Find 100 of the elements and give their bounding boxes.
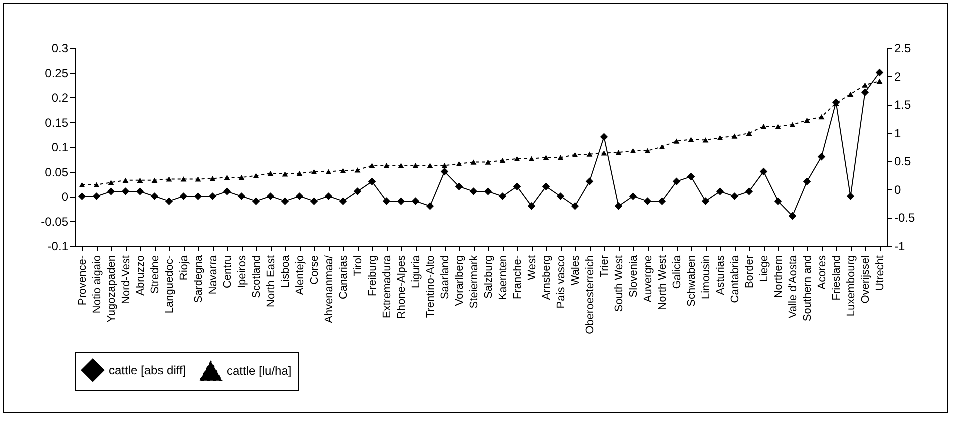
x-tick-label: North East bbox=[265, 256, 278, 308]
x-tick-label: Pais vasco bbox=[555, 256, 568, 309]
point bbox=[354, 188, 362, 196]
point bbox=[716, 188, 724, 196]
point bbox=[528, 156, 535, 162]
y2-tick-label: -0.5 bbox=[894, 211, 916, 226]
point bbox=[500, 158, 506, 164]
x-tick-label: Rhone-Alpes bbox=[396, 255, 408, 320]
x-tick-label: West bbox=[526, 256, 538, 280]
point bbox=[732, 134, 738, 139]
x-tick-label: Luxembourg bbox=[845, 256, 858, 317]
point bbox=[629, 192, 638, 200]
point bbox=[78, 192, 86, 200]
point bbox=[426, 202, 434, 210]
point bbox=[339, 198, 348, 206]
point bbox=[470, 188, 478, 196]
point bbox=[630, 148, 636, 154]
point bbox=[571, 202, 580, 210]
point bbox=[730, 192, 739, 200]
point bbox=[282, 172, 288, 177]
x-tick-label: Valle d'Aosta bbox=[787, 254, 800, 319]
y-tick-label: -0.05 bbox=[41, 214, 69, 229]
y-tick-label: 0.25 bbox=[45, 66, 69, 80]
point bbox=[455, 182, 464, 190]
point bbox=[688, 137, 694, 142]
point bbox=[368, 178, 376, 186]
point bbox=[498, 192, 507, 200]
x-tick-label: Kaernten bbox=[497, 256, 510, 300]
x-tick-label: Ipeiros bbox=[236, 255, 248, 289]
y2-tick-label: 1.5 bbox=[894, 98, 912, 112]
x-tick-label: Vorarlberg bbox=[454, 256, 466, 306]
point bbox=[137, 178, 144, 183]
point bbox=[687, 172, 696, 181]
x-tick-label: Franche- bbox=[512, 255, 524, 300]
y-tick-label: 0.1 bbox=[52, 140, 69, 154]
y2-tick-label: 2 bbox=[894, 70, 902, 84]
point bbox=[542, 182, 550, 190]
point bbox=[252, 198, 260, 206]
point bbox=[556, 192, 565, 200]
point bbox=[803, 178, 812, 186]
point bbox=[862, 82, 868, 88]
point bbox=[107, 188, 116, 196]
x-tick-label: Overijssel bbox=[860, 256, 872, 304]
x-tick-label: Acores bbox=[816, 255, 828, 290]
x-tick-label: Extremadura bbox=[381, 254, 394, 318]
y-tick-label: -0.1 bbox=[48, 240, 69, 254]
point bbox=[558, 155, 564, 160]
point bbox=[310, 198, 318, 206]
point bbox=[354, 168, 361, 173]
point bbox=[324, 192, 333, 200]
point bbox=[528, 202, 536, 210]
point bbox=[760, 168, 768, 176]
x-tick-label: Stredne bbox=[149, 256, 162, 294]
point bbox=[616, 150, 622, 156]
point bbox=[136, 188, 144, 196]
point bbox=[586, 178, 594, 186]
x-tick-label: Friesland bbox=[830, 256, 843, 301]
point bbox=[165, 198, 174, 206]
point bbox=[702, 138, 709, 143]
point bbox=[658, 198, 666, 206]
x-tick-label: Languedoc- bbox=[164, 255, 176, 314]
x-tick-label: Southern and bbox=[802, 256, 814, 322]
point bbox=[122, 178, 129, 183]
x-tick-label: Arnsberg bbox=[540, 256, 553, 300]
x-tick-label: Liguria bbox=[410, 254, 422, 289]
x-tick-label: Provence- bbox=[76, 255, 89, 306]
point bbox=[266, 192, 275, 200]
point bbox=[513, 182, 522, 190]
x-tick-label: Slovenia bbox=[628, 254, 640, 298]
point bbox=[238, 174, 245, 180]
y2-tick-label: 0.5 bbox=[894, 154, 912, 169]
point bbox=[326, 169, 332, 174]
point bbox=[702, 198, 710, 206]
x-tick-label: Trentino-Alto bbox=[424, 256, 437, 318]
point bbox=[485, 160, 492, 165]
point bbox=[180, 192, 188, 200]
point bbox=[572, 152, 578, 158]
x-tick-label: Sardegna bbox=[192, 254, 205, 304]
x-tick-label: Oberoesterreich bbox=[584, 256, 596, 334]
x-tick-label: Northern bbox=[772, 256, 785, 298]
x-tick-label: Freiburg bbox=[366, 256, 379, 296]
x-tick-label: Cantabria bbox=[729, 254, 742, 304]
x-tick-label: Steiermark bbox=[468, 255, 480, 309]
y-tick-label: 0.05 bbox=[45, 165, 69, 180]
x-tick-label: Saarland bbox=[439, 256, 452, 300]
x-tick-label: Utrecht bbox=[874, 256, 886, 291]
point bbox=[166, 176, 172, 182]
x-tick-label: Yugozapaden bbox=[106, 256, 118, 323]
x-tick-label: Liege bbox=[758, 256, 770, 282]
point bbox=[514, 156, 520, 162]
x-tick-label: Rioja bbox=[178, 254, 190, 281]
x-tick-label: Asturias bbox=[714, 255, 727, 296]
point bbox=[846, 192, 855, 200]
point bbox=[586, 152, 593, 157]
point bbox=[818, 153, 826, 161]
x-tick-label: North West bbox=[656, 256, 669, 310]
x-tick-label: Trier bbox=[598, 255, 611, 278]
point bbox=[644, 198, 652, 206]
point bbox=[848, 92, 854, 97]
point bbox=[600, 133, 608, 141]
